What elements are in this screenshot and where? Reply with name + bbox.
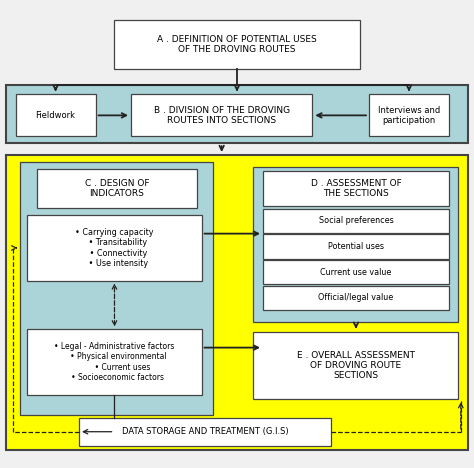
Bar [115,20,359,69]
Text: D . ASSESSMENT OF
THE SECTIONS: D . ASSESSMENT OF THE SECTIONS [310,179,401,198]
Text: • Carrying capacity
   • Transitability
   • Connectivity
   • Use intensity: • Carrying capacity • Transitability • C… [75,228,154,268]
Text: • Legal - Administrative factors
   • Physical environmental
       • Current us: • Legal - Administrative factors • Physi… [55,342,175,382]
Bar [263,209,449,233]
Text: E . OVERALL ASSESSMENT
OF DROVING ROUTE
SECTIONS: E . OVERALL ASSESSMENT OF DROVING ROUTE … [297,351,415,380]
Bar [369,95,449,136]
Bar [16,95,96,136]
Bar [131,95,312,136]
Bar [27,329,201,395]
Text: Official/legal value: Official/legal value [319,293,393,302]
Bar [263,260,449,284]
Text: C . DESIGN OF
INDICATORS: C . DESIGN OF INDICATORS [84,179,149,198]
Text: Fieldwork: Fieldwork [36,111,75,120]
Bar [27,215,201,280]
Text: B . DIVISION OF THE DROVING
ROUTES INTO SECTIONS: B . DIVISION OF THE DROVING ROUTES INTO … [154,106,290,125]
Text: Current use value: Current use value [320,268,392,277]
Bar [263,285,449,310]
Text: Interviews and
participation: Interviews and participation [378,106,440,125]
Bar [6,155,468,450]
Bar [254,167,458,322]
Text: Potential uses: Potential uses [328,242,384,251]
Text: Social preferences: Social preferences [319,217,393,226]
Bar [79,418,331,446]
Bar [254,332,458,399]
Bar [20,162,213,416]
Bar [36,169,197,208]
Bar [6,85,468,143]
Text: DATA STORAGE AND TREATMENT (G.I.S): DATA STORAGE AND TREATMENT (G.I.S) [122,427,289,436]
Bar [263,234,449,259]
Text: A . DEFINITION OF POTENTIAL USES
OF THE DROVING ROUTES: A . DEFINITION OF POTENTIAL USES OF THE … [157,35,317,54]
Bar [263,171,449,206]
